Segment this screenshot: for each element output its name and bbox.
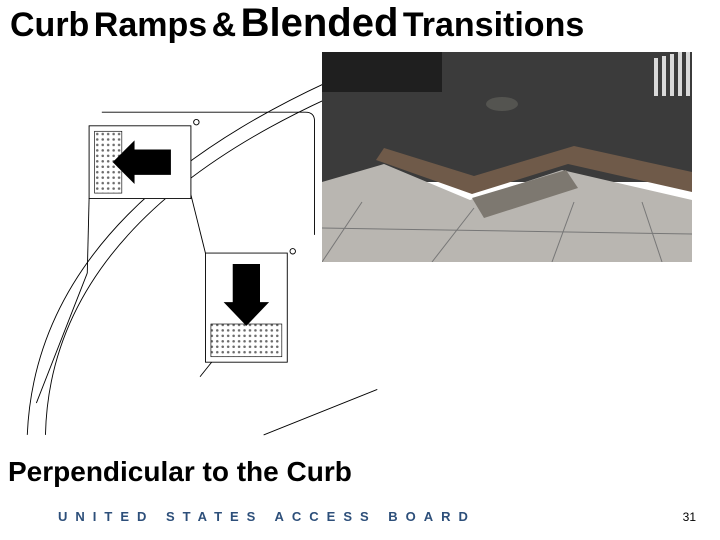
ramp-bottom: [205, 249, 295, 363]
title-word-3: Blended: [241, 1, 399, 45]
photo-manhole: [486, 97, 518, 111]
curb-ramp-photo-svg: [322, 52, 692, 262]
footer-brand: UNITED STATES ACCESS BOARD: [58, 509, 476, 524]
slide: Curb Ramps & Blended Transitions: [0, 0, 720, 540]
pole-marker-bottom: [290, 249, 295, 254]
pole-marker-left: [194, 119, 199, 124]
title-word-2: Ramps: [94, 6, 207, 44]
flare-line-1: [36, 273, 87, 403]
curb-ramp-photo: [322, 52, 692, 262]
title-word-4: Transitions: [403, 6, 584, 44]
photo-vehicle: [322, 52, 442, 92]
flare-line-2b: [191, 195, 206, 253]
flare-line-3: [264, 389, 378, 434]
title-ampersand: &: [212, 6, 237, 44]
slide-title: Curb Ramps & Blended Transitions: [10, 2, 710, 44]
title-word-1: Curb: [10, 6, 89, 44]
ramp-left: [89, 119, 199, 198]
dws-bottom: [211, 324, 282, 357]
page-number: 31: [683, 510, 696, 524]
subtitle: Perpendicular to the Curb: [8, 456, 352, 488]
